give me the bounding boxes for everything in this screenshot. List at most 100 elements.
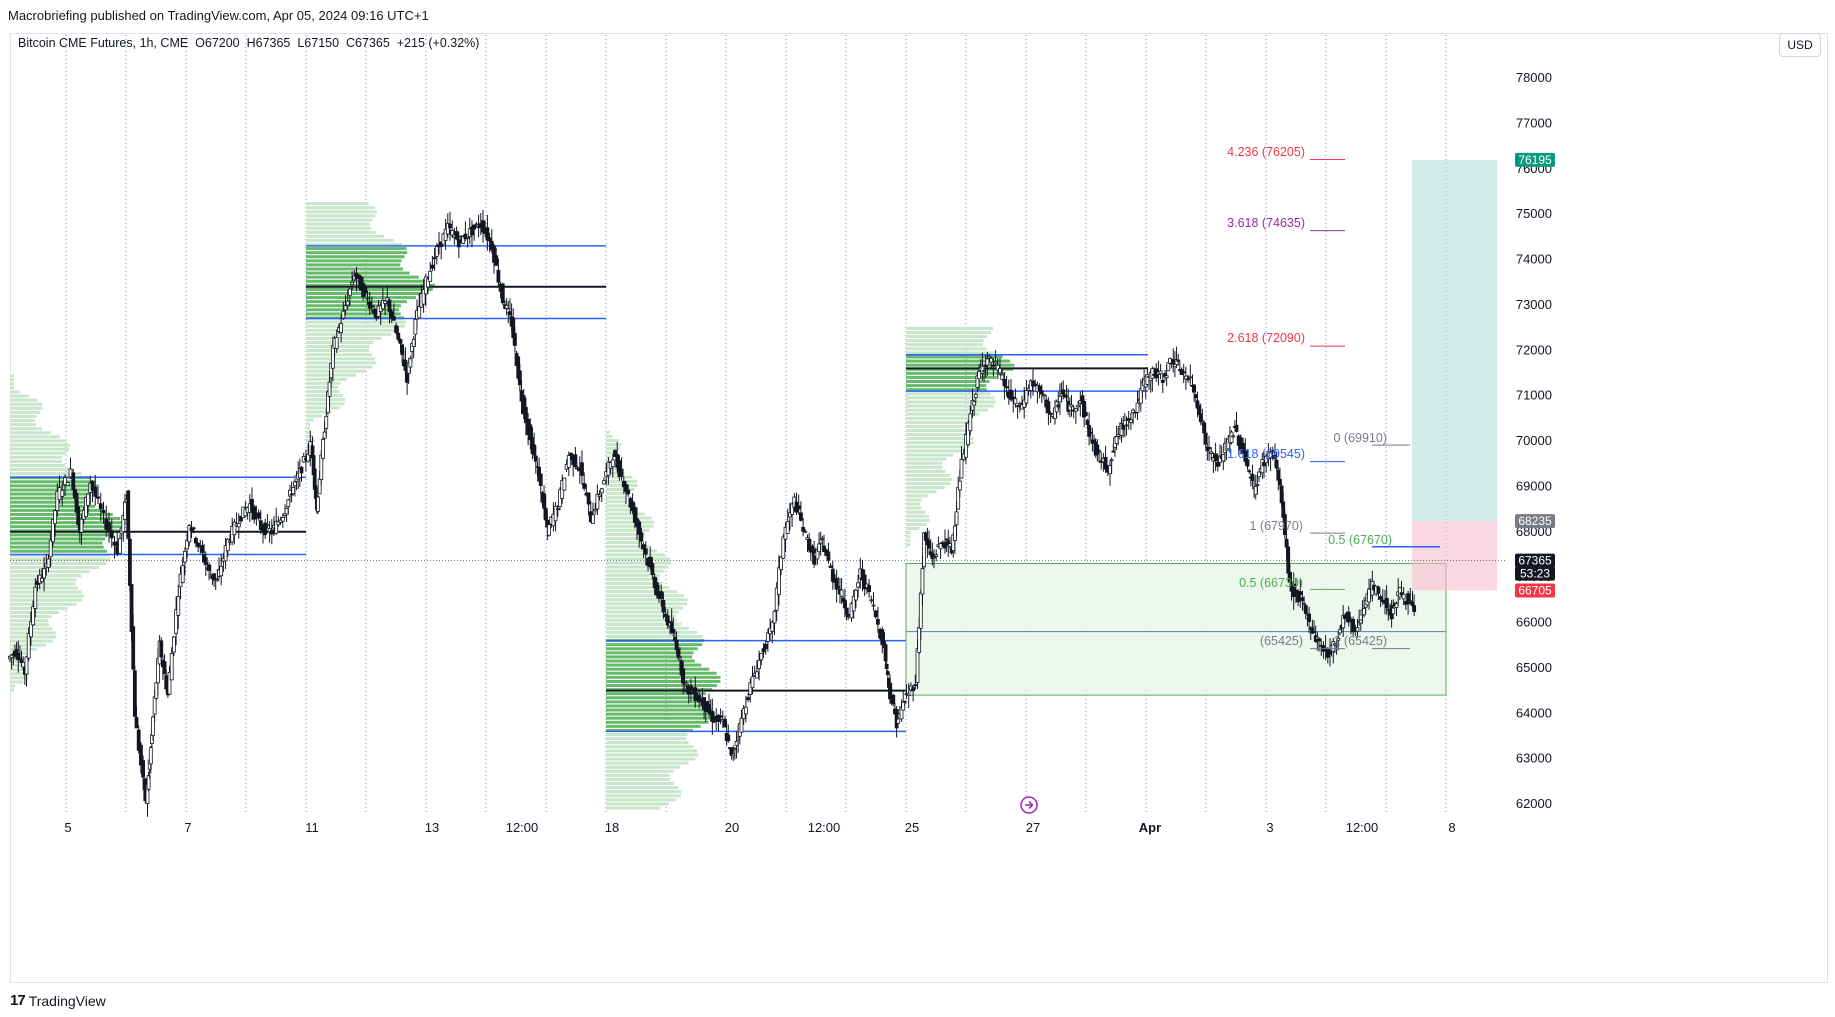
candle-body xyxy=(504,304,509,309)
chart-frame[interactable] xyxy=(10,33,1828,983)
candle xyxy=(1163,370,1167,381)
candle-body xyxy=(748,682,753,695)
x-tick-label: 13 xyxy=(425,820,439,835)
candle-body xyxy=(836,586,841,589)
volume-profile-bar xyxy=(606,573,660,577)
go-to-realtime-marker[interactable] xyxy=(1020,796,1038,814)
candle-body xyxy=(126,490,131,539)
candle xyxy=(828,563,833,568)
volume-profile-bar xyxy=(606,802,669,806)
volume-profile-bar xyxy=(606,749,698,753)
volume-profile-bar xyxy=(306,353,372,357)
candle-body xyxy=(830,568,835,582)
candle-body xyxy=(306,453,311,462)
candle-body xyxy=(943,542,947,549)
candle-body xyxy=(1184,375,1188,380)
candle-body xyxy=(1009,389,1013,400)
candle-body xyxy=(995,364,1000,371)
volume-profile-bar xyxy=(306,234,385,238)
volume-profile-bar xyxy=(606,716,714,720)
candle-body xyxy=(1296,590,1300,603)
volume-profile-bar xyxy=(606,537,643,541)
tradingview-logo[interactable]: 17 TradingView xyxy=(10,992,106,1009)
candle xyxy=(637,519,642,548)
volume-profile-bar xyxy=(306,414,322,418)
candle-body xyxy=(1111,450,1116,453)
candle xyxy=(710,698,715,735)
candle xyxy=(118,534,122,554)
candle xyxy=(632,502,637,529)
volume-profile-bar xyxy=(10,647,37,651)
candle xyxy=(532,432,537,459)
volume-profile-bar xyxy=(606,524,654,528)
volume-profile-bar xyxy=(10,680,24,684)
candle-body xyxy=(162,661,167,675)
candle-body xyxy=(146,775,151,790)
candle xyxy=(661,592,666,619)
candle-body xyxy=(989,357,994,363)
candle xyxy=(785,508,790,534)
candle-body xyxy=(639,532,644,542)
candle xyxy=(223,537,228,569)
candle xyxy=(547,521,551,537)
candle-body xyxy=(1002,378,1007,387)
candle xyxy=(432,247,437,271)
candle-body xyxy=(169,653,174,681)
candle xyxy=(189,520,194,539)
candle xyxy=(1158,363,1163,380)
currency-button[interactable]: USD xyxy=(1779,33,1821,57)
volume-profile-bar xyxy=(306,402,345,406)
volume-profile-bar xyxy=(606,798,677,802)
candle-body xyxy=(807,538,812,551)
candle-body xyxy=(1302,603,1307,605)
candle-body xyxy=(1158,370,1163,375)
candle xyxy=(763,640,768,655)
candle xyxy=(639,527,644,550)
candle-body xyxy=(250,499,254,512)
volume-profile-bar xyxy=(906,420,966,424)
volume-profile-bar xyxy=(306,385,339,389)
candle-layer xyxy=(8,210,1417,817)
candle-body xyxy=(284,507,289,515)
candle-body xyxy=(1358,619,1363,624)
candle-body xyxy=(956,487,961,510)
price-tag: 66705 xyxy=(1515,583,1555,598)
candle xyxy=(1083,406,1088,417)
candle xyxy=(51,518,55,547)
candle xyxy=(1276,467,1281,491)
candle-body xyxy=(671,628,676,634)
tradingview-brand: TradingView xyxy=(28,992,106,1009)
volume-profile-bar xyxy=(606,467,617,471)
candle-body xyxy=(1307,613,1311,622)
candle xyxy=(1058,383,1062,416)
candle-body xyxy=(138,744,143,766)
candle xyxy=(606,457,611,485)
candle-body xyxy=(232,521,237,536)
candle xyxy=(1268,447,1273,472)
candle-body xyxy=(40,577,44,583)
volume-profile-bar xyxy=(606,692,706,696)
volume-profile-bar xyxy=(606,684,717,688)
candle-body xyxy=(1088,431,1093,434)
volume-profile-bar xyxy=(606,622,682,626)
y-tick-label: 77000 xyxy=(1516,115,1552,130)
candle xyxy=(1037,383,1042,399)
candle xyxy=(822,534,826,553)
candle-body xyxy=(774,587,779,611)
candle xyxy=(718,708,723,725)
candle-body xyxy=(1255,484,1260,487)
candle xyxy=(613,449,617,457)
candle xyxy=(57,475,62,504)
candle xyxy=(232,518,237,545)
x-tick-label: 18 xyxy=(605,820,619,835)
volume-profile-bar xyxy=(606,765,681,769)
candle xyxy=(684,680,689,694)
candle-body xyxy=(665,615,670,626)
candle xyxy=(641,542,646,559)
candle-body xyxy=(630,501,635,512)
y-tick-label: 69000 xyxy=(1516,478,1552,493)
candle-body xyxy=(1022,399,1027,408)
volume-profile-bar xyxy=(906,396,995,400)
candle xyxy=(109,518,114,548)
